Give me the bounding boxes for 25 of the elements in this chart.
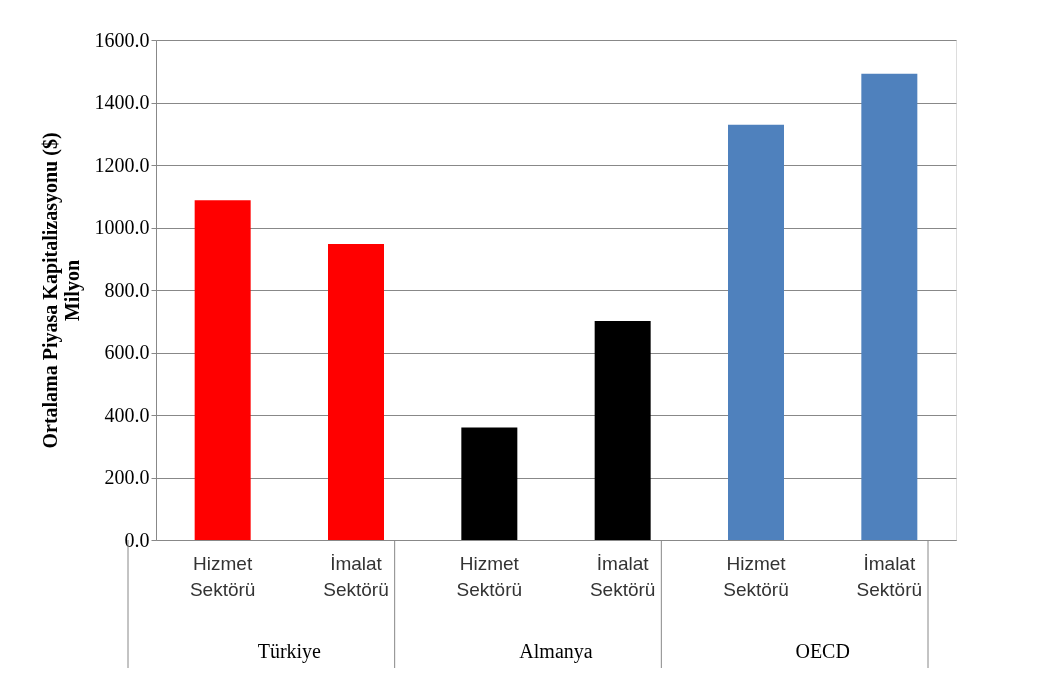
x-tick-label: İmalat Sektörü — [856, 552, 923, 600]
bar — [461, 427, 518, 540]
bar — [194, 200, 251, 540]
y-tick-label: 800.0 — [104, 278, 150, 301]
text: Ortalama Piyasa Kapitalizasyonu ($) — [38, 132, 61, 449]
x-tick-label: Hizmet Sektörü — [723, 552, 789, 600]
bar — [594, 320, 651, 540]
y-tick-label: 600.0 — [104, 341, 150, 363]
bar — [328, 244, 384, 540]
x-tick-label: İmalat Sektörü — [323, 552, 389, 600]
text: Türkiye — [257, 640, 322, 663]
y-tick-label: 1000.0 — [94, 216, 150, 238]
text: OECD — [795, 640, 850, 662]
y-tick-label: 1400.0 — [94, 91, 150, 113]
text: Almanya — [519, 640, 593, 663]
y-tick-label: 400.0 — [104, 403, 150, 426]
x-tick-label: Hizmet Sektörü — [189, 552, 256, 600]
y-tick-label: 0.0 — [124, 528, 150, 551]
y-tick-label: 1600.0 — [94, 28, 150, 51]
x-tick-label: İmalat Sektörü — [589, 552, 656, 600]
bar — [861, 73, 918, 540]
y-tick-label: 200.0 — [104, 466, 150, 488]
bar — [728, 124, 784, 540]
y-tick-label: 1200.0 — [94, 153, 150, 176]
x-tick-label: Hizmet Sektörü — [456, 552, 523, 600]
